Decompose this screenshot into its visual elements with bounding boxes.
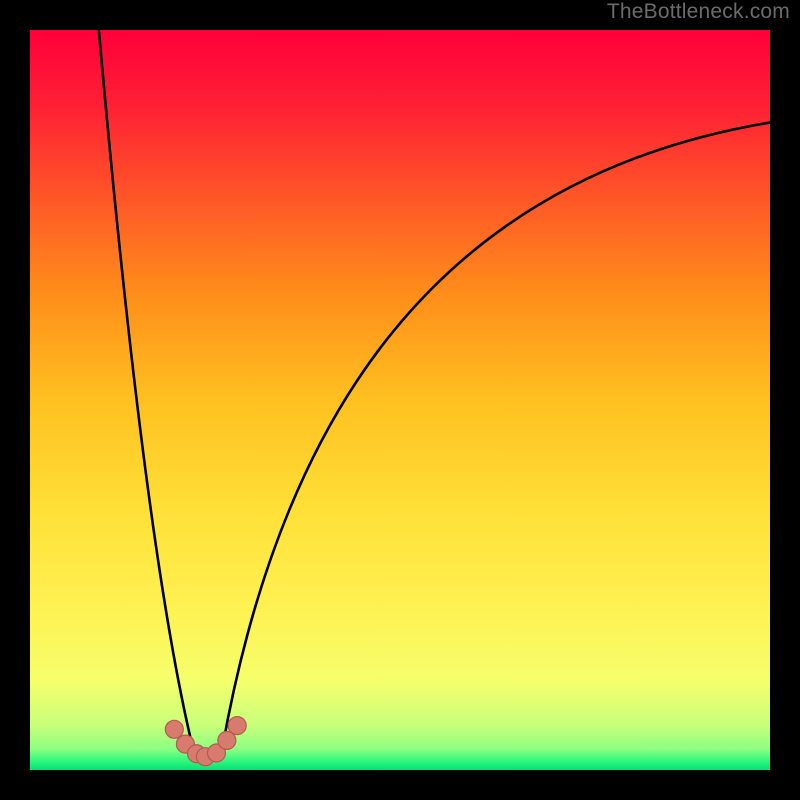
bottleneck-curve: [99, 30, 770, 753]
watermark-text: TheBottleneck.com: [607, 0, 790, 24]
curve-marker: [228, 717, 246, 735]
curve-plot: [30, 30, 770, 770]
chart-container: TheBottleneck.com: [0, 0, 800, 800]
curve-marker: [165, 720, 183, 738]
